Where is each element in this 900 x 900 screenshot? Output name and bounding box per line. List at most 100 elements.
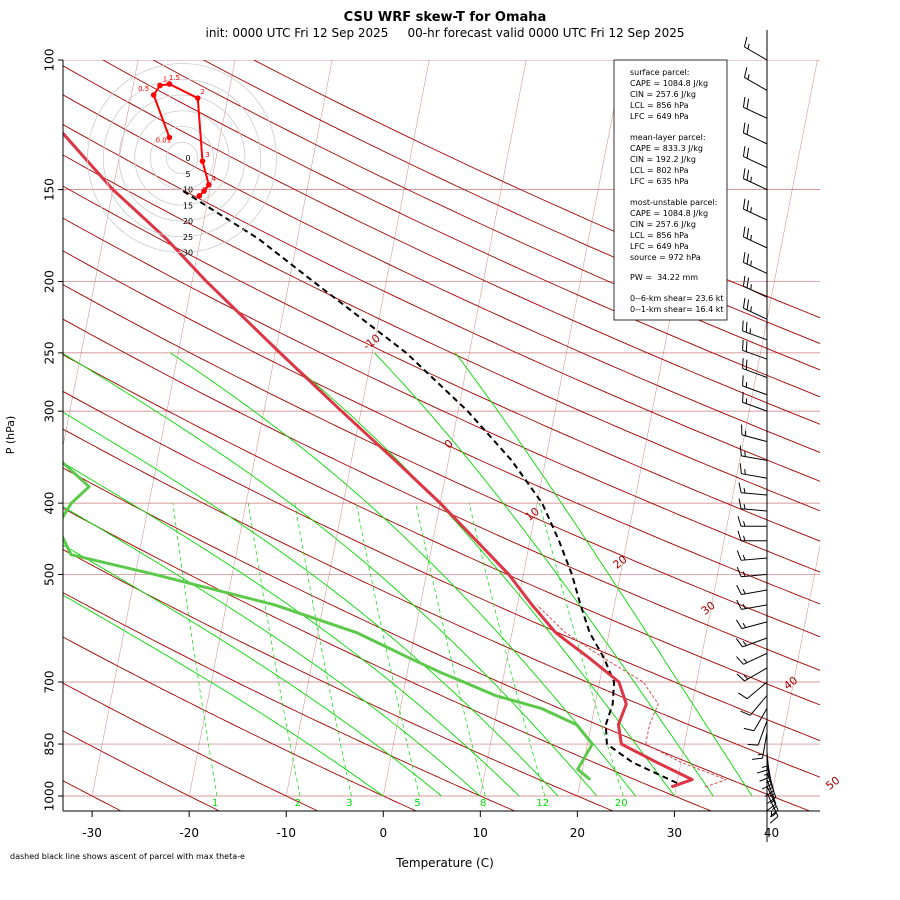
stat-surface-lcl: LCL = 856 hPa bbox=[630, 101, 689, 110]
barb-flag bbox=[742, 252, 746, 263]
barb-flag bbox=[742, 320, 744, 331]
barb-flag bbox=[736, 673, 745, 682]
hodograph-point bbox=[166, 134, 173, 141]
y-axis-label: P (hPa) bbox=[4, 416, 17, 455]
mixing-ratio-line bbox=[247, 503, 301, 797]
barb-staff bbox=[743, 106, 768, 119]
hodograph-ring-label: 30 bbox=[183, 249, 193, 258]
barb-flag bbox=[738, 498, 742, 509]
barb-staff bbox=[743, 156, 768, 169]
stat-mu-source: source = 972 hPa bbox=[630, 253, 701, 262]
barb-staff bbox=[753, 708, 768, 732]
barb-staff bbox=[743, 178, 768, 191]
barb-flag bbox=[739, 463, 742, 474]
hodograph-point bbox=[166, 81, 173, 87]
mixing-ratio-label: 20 bbox=[615, 798, 628, 809]
wind-barbs bbox=[735, 30, 779, 842]
wind-barb bbox=[735, 619, 768, 630]
wind-barb bbox=[737, 516, 767, 527]
barb-flag bbox=[764, 790, 774, 797]
wind-barb bbox=[742, 198, 768, 221]
dry-adiabat bbox=[63, 318, 820, 671]
wind-barb bbox=[742, 275, 768, 298]
y-tick-label: 100 bbox=[43, 49, 57, 72]
barb-staff bbox=[743, 262, 768, 274]
barb-flag bbox=[742, 122, 746, 133]
isotherm-label: 20 bbox=[611, 553, 630, 572]
x-tick-label: -30 bbox=[82, 826, 102, 840]
barb-flag bbox=[742, 96, 746, 108]
barb-staff bbox=[741, 492, 768, 496]
mixing-ratio-line bbox=[172, 503, 218, 797]
hodograph-point-label: 0.5 bbox=[138, 85, 149, 93]
dry-adiabat bbox=[63, 636, 418, 811]
hodograph-ring bbox=[150, 126, 214, 190]
hodograph-point-label: 5 bbox=[207, 181, 211, 189]
barb-flag bbox=[736, 550, 742, 561]
x-tick-label: 10 bbox=[473, 826, 488, 840]
sounding-profiles bbox=[63, 131, 727, 789]
y-tick-label: 700 bbox=[43, 671, 57, 694]
wind-barb bbox=[743, 67, 768, 91]
barb-flag bbox=[750, 260, 752, 266]
barb-flag bbox=[742, 146, 746, 157]
moist-adiabat bbox=[63, 544, 442, 797]
barb-flag bbox=[737, 530, 742, 541]
hodograph-ring bbox=[134, 110, 230, 206]
barb-flag bbox=[743, 521, 746, 527]
wind-barb bbox=[743, 708, 768, 732]
wind-barb bbox=[735, 637, 768, 648]
barb-flag bbox=[746, 147, 750, 159]
isotherm-line bbox=[383, 60, 527, 797]
mixing-ratio-line bbox=[468, 503, 546, 797]
stat-mu-cape: CAPE = 1084.8 J/kg bbox=[630, 209, 708, 218]
barb-flag bbox=[769, 809, 779, 818]
barb-staff bbox=[744, 667, 768, 682]
dry-adiabat bbox=[63, 592, 516, 811]
barb-staff bbox=[741, 557, 768, 561]
barb-flag bbox=[743, 658, 748, 663]
dry-adiabat bbox=[63, 507, 713, 811]
barb-staff bbox=[766, 779, 777, 805]
barb-flag bbox=[743, 675, 749, 680]
isotherm-line bbox=[91, 60, 236, 797]
wind-barb bbox=[736, 550, 768, 561]
barb-flag bbox=[747, 743, 759, 746]
hodograph-point bbox=[199, 158, 206, 164]
barb-flag bbox=[745, 341, 748, 352]
dry-adiabat bbox=[63, 390, 820, 742]
moist-adiabat bbox=[63, 411, 559, 797]
barb-flag bbox=[743, 67, 748, 78]
hodograph-point bbox=[201, 188, 207, 194]
barb-flag bbox=[761, 765, 768, 769]
stat-mu-lfc: LFC = 649 hPa bbox=[630, 242, 689, 251]
barb-staff bbox=[743, 208, 768, 221]
moist-adiabat bbox=[63, 462, 520, 797]
barb-flag bbox=[747, 43, 750, 50]
barb-flag bbox=[745, 359, 748, 370]
barb-flag bbox=[750, 235, 752, 241]
barb-flag bbox=[750, 284, 752, 290]
barb-staff bbox=[743, 132, 768, 145]
dry-adiabat bbox=[63, 250, 820, 605]
isotherm-label: 30 bbox=[699, 599, 718, 618]
wind-barb bbox=[739, 445, 768, 461]
wind-barb bbox=[742, 358, 768, 378]
wind-barb bbox=[742, 391, 768, 412]
wind-barb bbox=[738, 482, 768, 496]
moist-adiabat bbox=[63, 594, 384, 797]
wind-barb bbox=[742, 320, 768, 341]
barb-flag bbox=[737, 516, 742, 527]
barb-staff bbox=[742, 368, 768, 378]
dry-adiabat bbox=[63, 217, 820, 573]
hodograph-ring-label: 20 bbox=[183, 217, 193, 226]
barb-flag bbox=[742, 297, 746, 309]
barb-flag bbox=[735, 619, 743, 629]
barb-flag bbox=[736, 599, 742, 610]
wind-barb bbox=[742, 96, 768, 119]
barb-flag bbox=[739, 445, 742, 456]
barb-flag bbox=[772, 812, 777, 817]
barb-flag bbox=[742, 226, 746, 237]
barb-flag bbox=[742, 641, 747, 646]
